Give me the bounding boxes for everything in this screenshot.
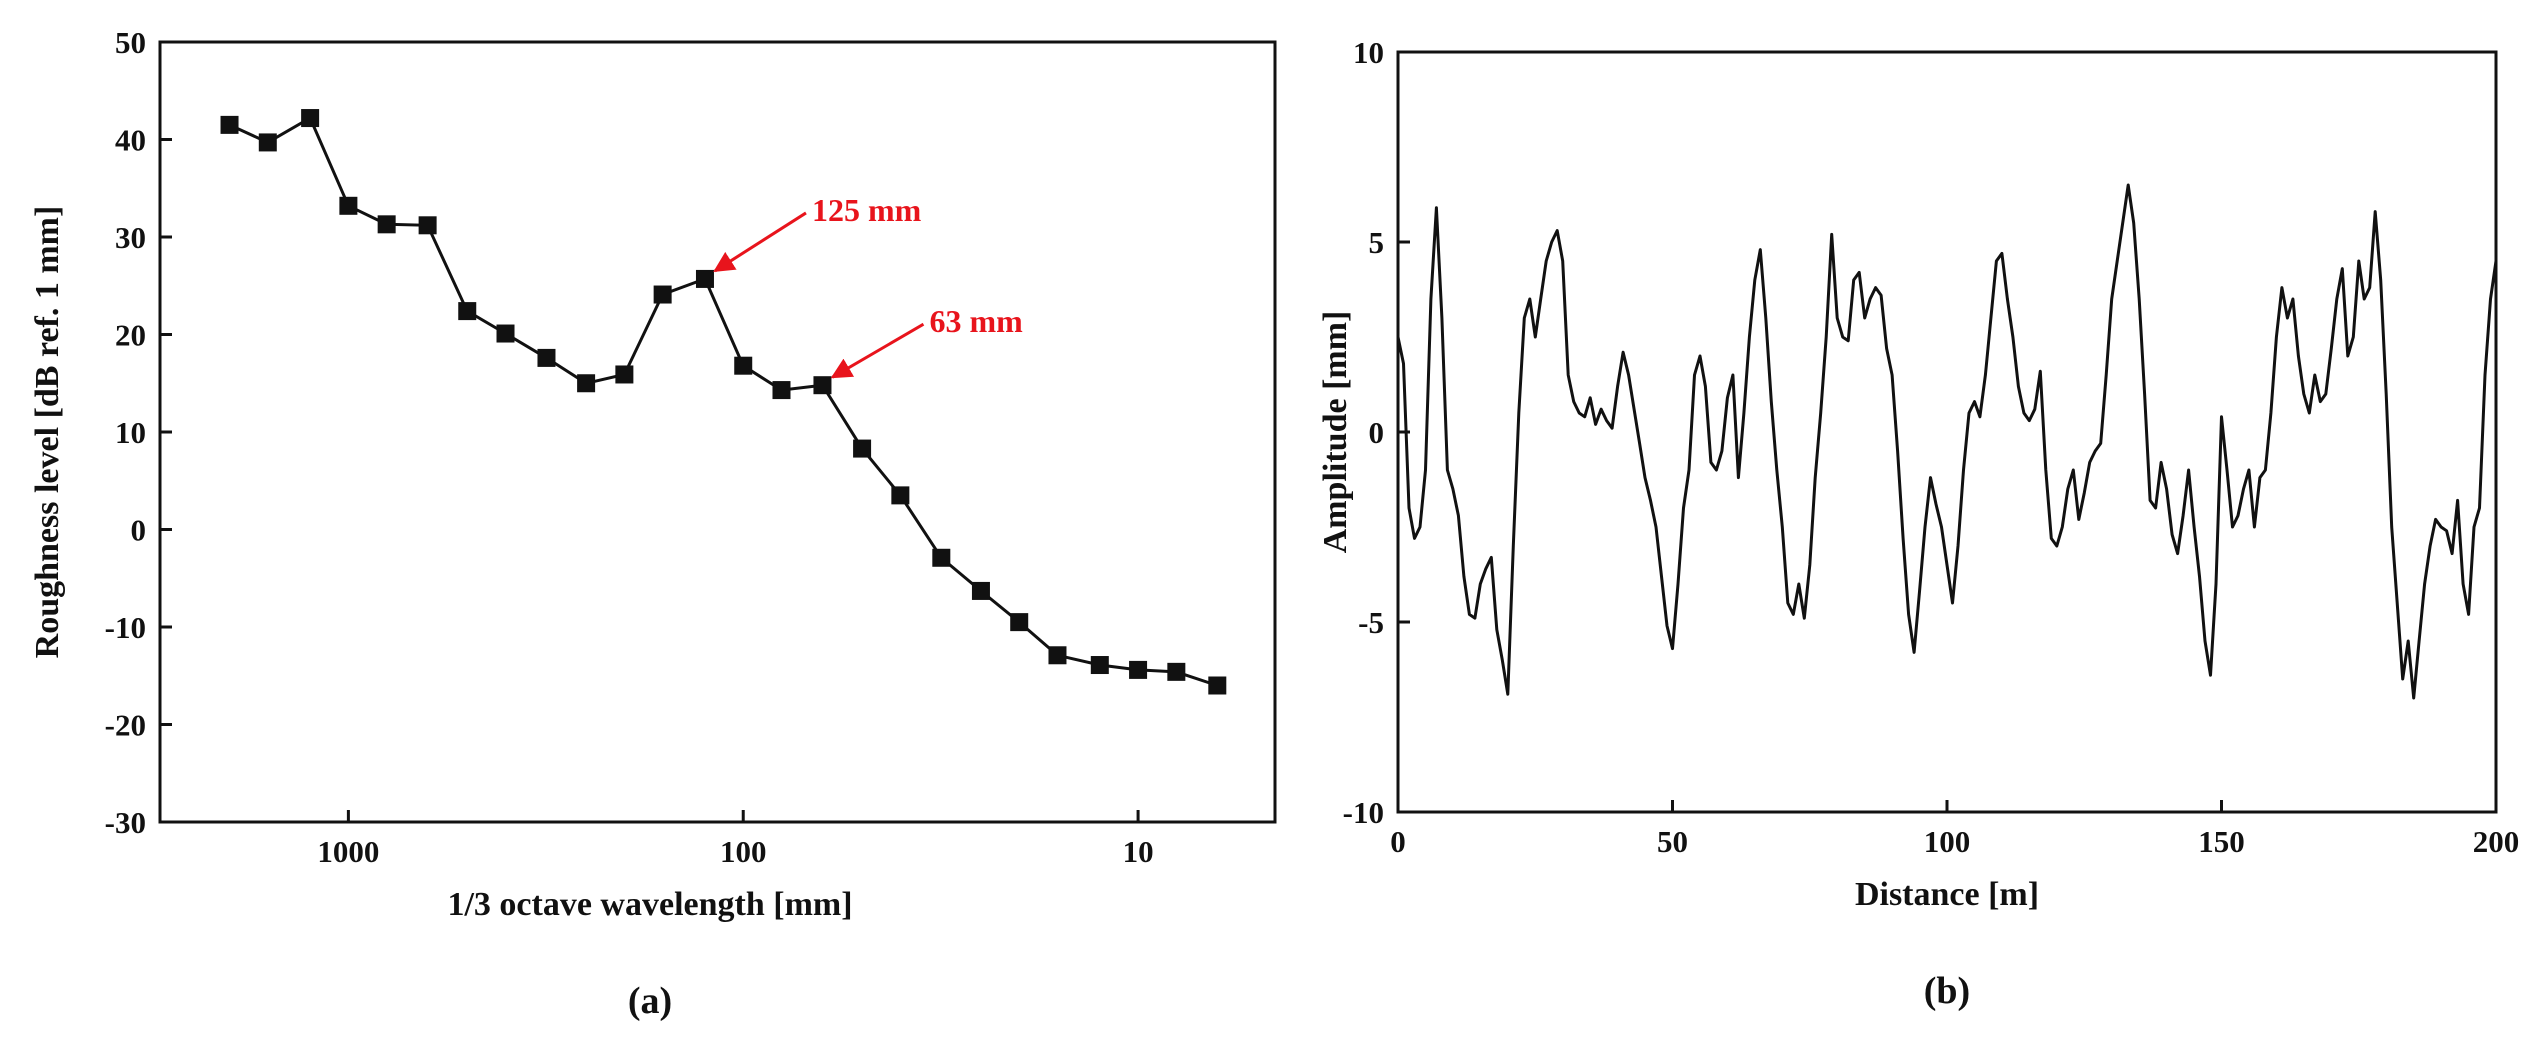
chart-a-y-tick-label: 20 — [115, 318, 146, 353]
chart-a-data-point — [258, 133, 277, 152]
chart-a-y-tick-label: 50 — [115, 25, 146, 60]
chart-b-amplitude-profile: -10 -5 0 5 10 0 50 100 150 200 Distance [m] Ampl… — [1317, 35, 2519, 1012]
chart-a-data-point — [458, 302, 477, 321]
chart-a-y-tick-label: 30 — [115, 220, 146, 255]
chart-a-data-point — [377, 215, 396, 234]
chart-a-data-point — [734, 356, 753, 375]
chart-a-annotation-label: 63 mm — [929, 303, 1023, 339]
chart-a-y-tick-label: -20 — [105, 708, 146, 743]
chart-a-data-point — [853, 439, 872, 458]
chart-a-data-point — [1090, 656, 1109, 675]
chart-b-x-tick-label: 50 — [1657, 824, 1688, 859]
chart-a-data-point — [1167, 662, 1186, 681]
chart-a-data-point — [339, 196, 358, 215]
chart-a-y-tick-label: -30 — [105, 805, 146, 840]
chart-b-y-axis-title: Amplitude [mm] — [1317, 311, 1354, 554]
chart-a-data-point — [653, 285, 672, 304]
chart-b-x-tick-label: 200 — [2473, 824, 2520, 859]
chart-a-data-point — [577, 374, 596, 393]
chart-a-y-tick-label: -10 — [105, 610, 146, 645]
chart-b-y-tick-label: -10 — [1343, 795, 1384, 830]
chart-a-y-tick-label: 0 — [131, 513, 147, 548]
chart-b-series-line — [1396, 183, 2498, 700]
chart-a-data-point — [891, 486, 910, 505]
chart-a-y-tick-label: 10 — [115, 415, 146, 450]
chart-a-data-point — [496, 324, 515, 343]
chart-b-panel-label: (b) — [1924, 970, 1970, 1012]
chart-b-x-tick-label: 100 — [1924, 824, 1971, 859]
chart-a-annotations: 125 mm 63 mm — [713, 192, 1023, 379]
chart-a-annotation-arrow — [830, 322, 925, 379]
chart-a-panel-label: (a) — [628, 980, 672, 1022]
chart-b-x-axis: 0 50 100 150 200 — [1390, 800, 2519, 859]
chart-b-y-axis: -10 -5 0 5 10 — [1343, 35, 1410, 830]
chart-a-x-tick-label: 1000 — [317, 834, 379, 869]
chart-a-data-point — [537, 348, 556, 367]
chart-b-y-tick-label: -5 — [1358, 605, 1384, 640]
chart-a-y-tick-label: 40 — [115, 123, 146, 158]
chart-a-data-point — [971, 581, 990, 600]
chart-a-x-axis-title: 1/3 octave wavelength [mm] — [447, 886, 852, 923]
chart-a-data-point — [1010, 613, 1029, 632]
chart-a-x-tick-label: 10 — [1123, 834, 1154, 869]
chart-a-roughness-spectrum: -30 -20 -10 0 10 20 30 40 50 1000 100 10 125 mm 63 … — [29, 25, 1277, 1022]
chart-a-x-axis: 1000 100 10 — [317, 810, 1154, 869]
chart-a-data-point — [301, 109, 320, 128]
chart-a-x-tick-label: 100 — [720, 834, 767, 869]
chart-b-y-tick-label: 0 — [1369, 415, 1385, 450]
chart-a-data-point — [1048, 646, 1067, 665]
chart-a-data-point — [695, 269, 714, 288]
chart-b-x-tick-label: 150 — [2198, 824, 2245, 859]
chart-a-data-point — [418, 216, 437, 235]
chart-a-data-point — [220, 115, 239, 134]
chart-a-annotation-label: 125 mm — [812, 192, 922, 228]
chart-b-x-tick-label: 0 — [1390, 824, 1406, 859]
chart-b-plot-frame — [1396, 50, 2498, 814]
chart-a-markers — [220, 109, 1227, 695]
chart-a-y-axis: -30 -20 -10 0 10 20 30 40 50 — [105, 25, 172, 840]
chart-a-data-point — [772, 381, 791, 400]
chart-a-data-point — [1129, 660, 1148, 679]
chart-a-data-point — [1208, 676, 1227, 695]
chart-a-y-axis-title: Roughness level [dB ref. 1 mm] — [29, 206, 66, 659]
chart-a-data-point — [615, 365, 634, 384]
chart-b-y-tick-label: 5 — [1369, 225, 1385, 260]
chart-a-annotation-arrow — [713, 211, 807, 273]
chart-a-data-point — [932, 548, 951, 567]
chart-b-y-tick-label: 10 — [1353, 35, 1384, 70]
chart-a-series-line — [228, 115, 1218, 687]
chart-b-x-axis-title: Distance [m] — [1855, 876, 2039, 913]
chart-a-data-point — [813, 376, 832, 395]
